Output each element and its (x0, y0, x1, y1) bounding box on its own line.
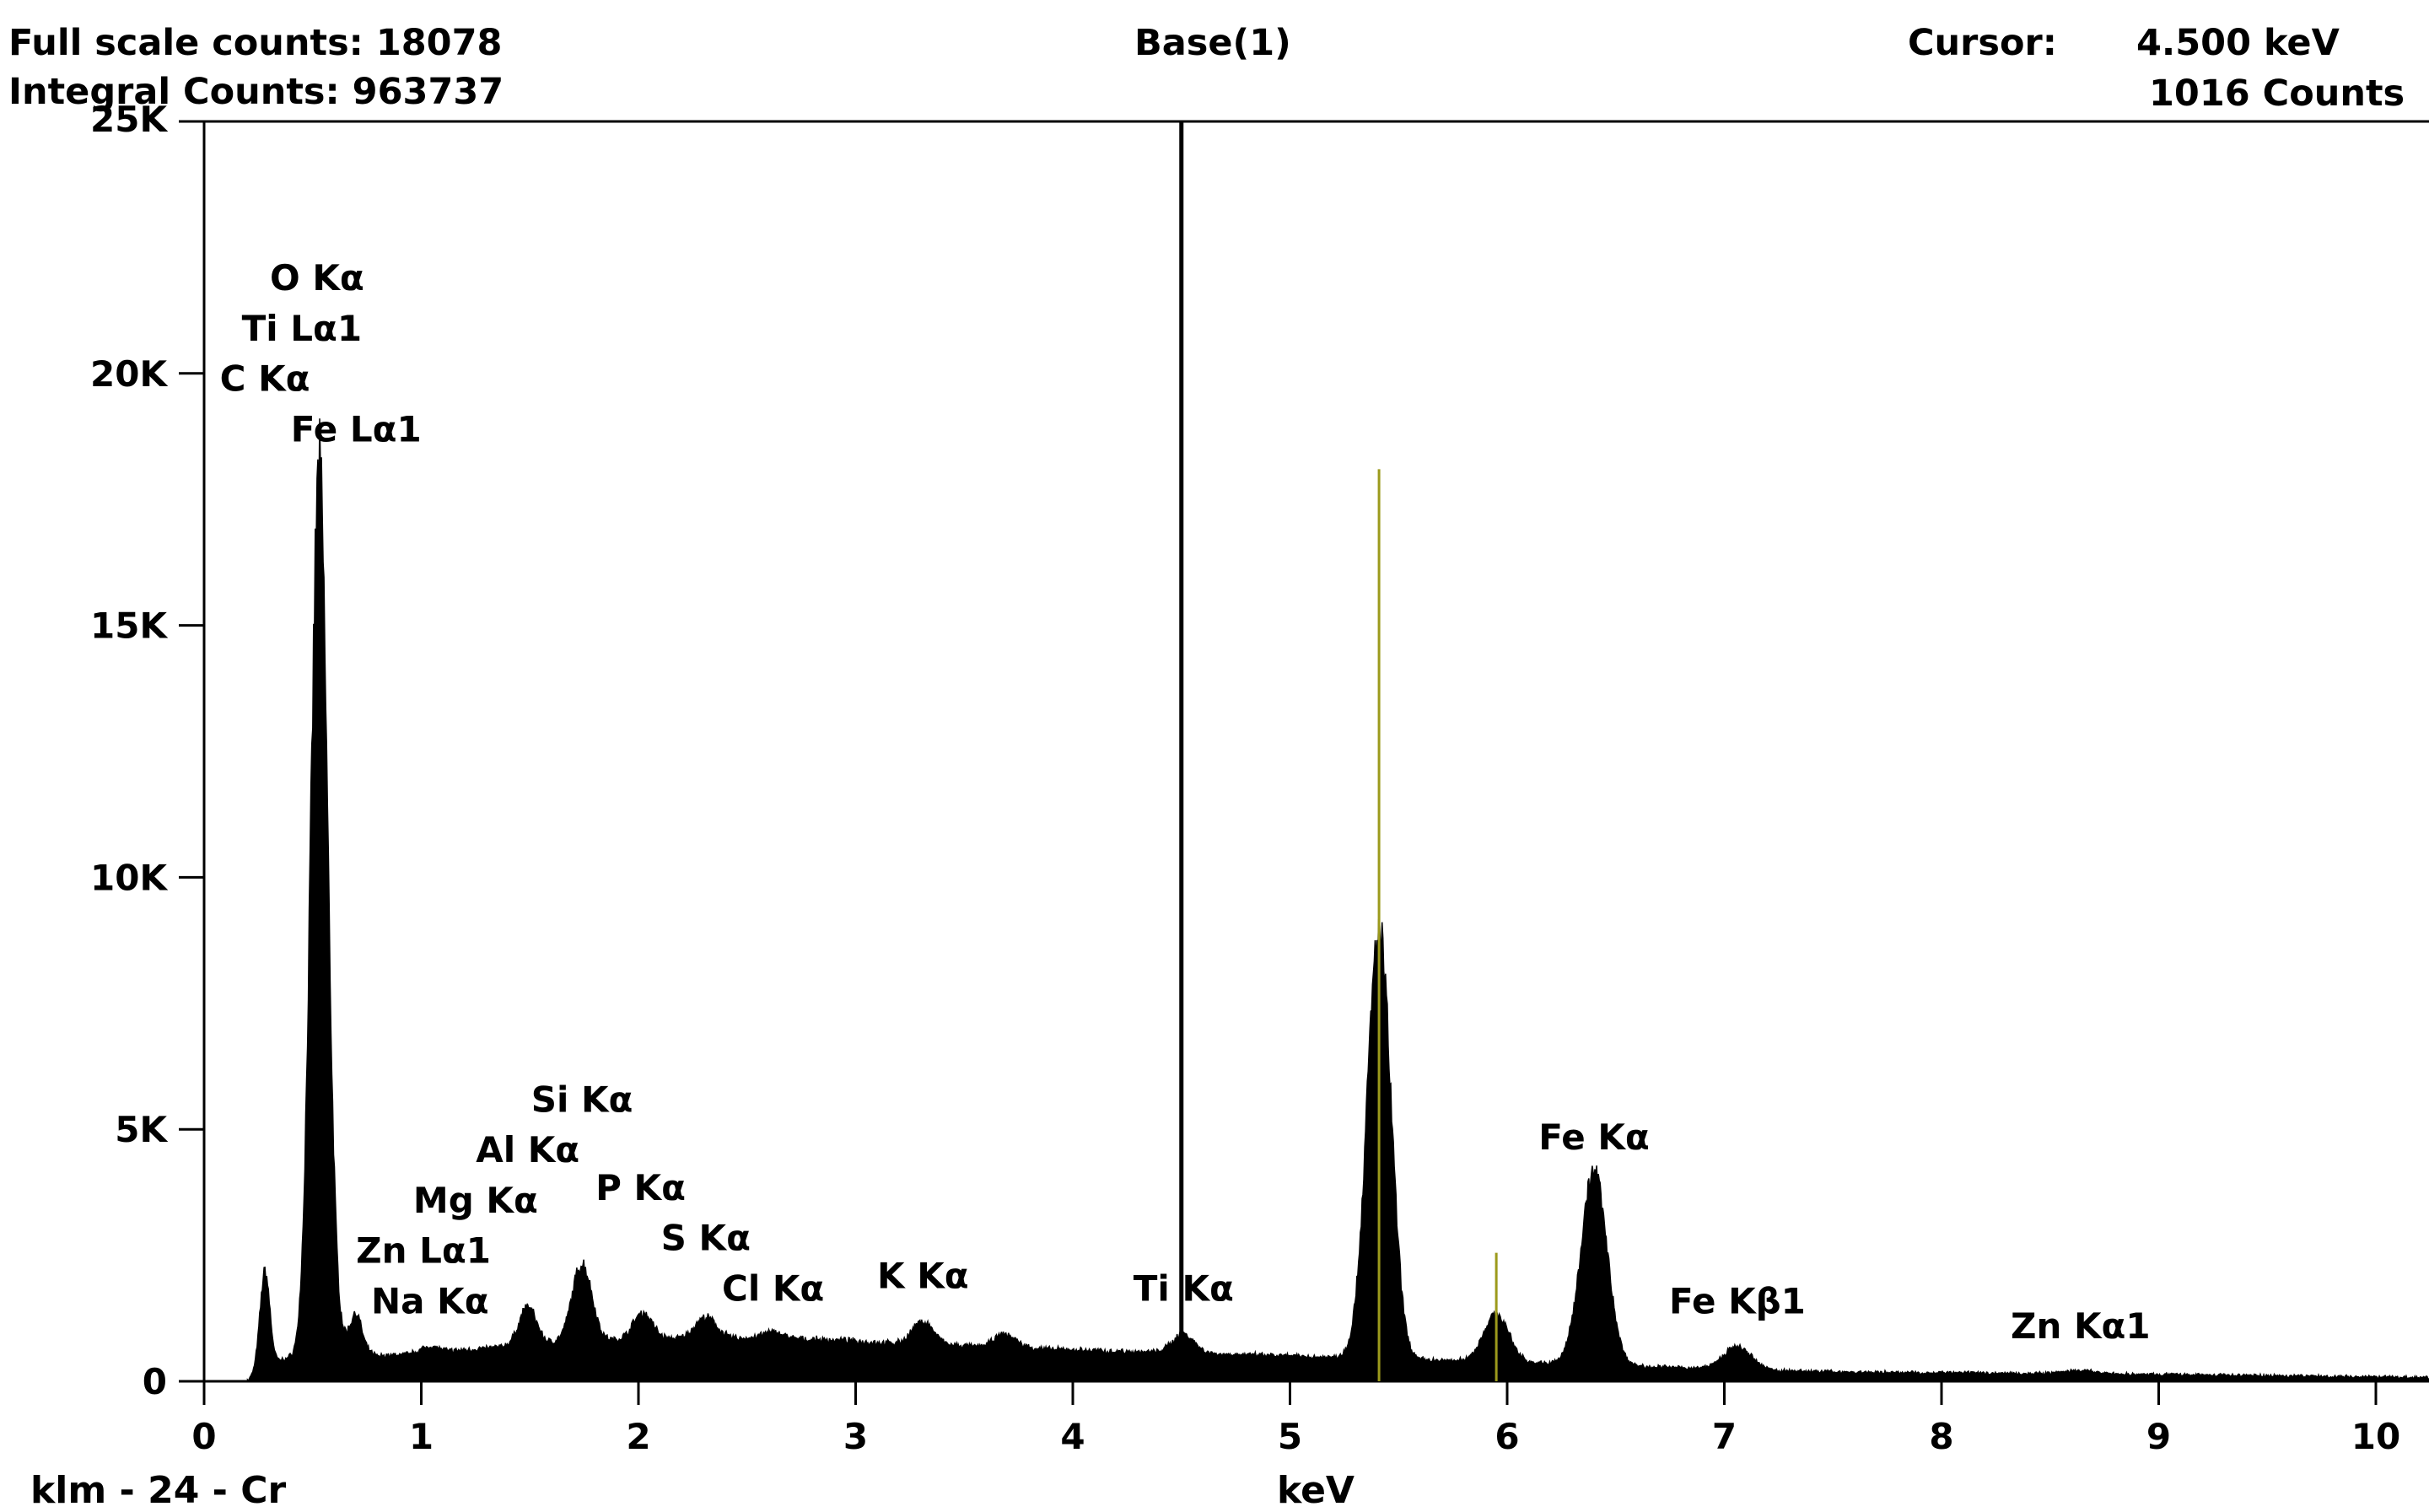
spectrum-title: Base(1) (1134, 22, 1291, 64)
peak-markers (1377, 469, 1498, 1381)
cursor-label: Cursor: (1908, 22, 2057, 64)
peak-label: Zn Kα1 (2011, 1305, 2151, 1347)
peak-label: Al Kα (476, 1129, 579, 1170)
full-scale-counts: Full scale counts: 18078 (8, 22, 503, 64)
y-tick-label: 15K (90, 605, 168, 647)
cursor-kev: 4.500 keV (2136, 22, 2340, 64)
peak-label: Fe Lα1 (291, 408, 422, 449)
peak-label: Na Kα (371, 1280, 489, 1321)
x-tick-label: 5 (1278, 1416, 1302, 1457)
x-axis-label: keV (1277, 1469, 1355, 1512)
peak-label: Ti Lα1 (242, 308, 363, 349)
x-tick-label: 8 (1929, 1416, 1953, 1457)
peak-label: Ti Kα (1134, 1267, 1234, 1309)
integral-counts: Integral Counts: 963737 (8, 71, 504, 113)
peak-label: O Kα (270, 257, 364, 299)
y-tick-label: 20K (90, 353, 168, 395)
x-tick-label: 3 (843, 1416, 868, 1457)
x-tick-label: 6 (1495, 1416, 1519, 1457)
x-tick-label: 10 (2351, 1416, 2400, 1457)
spectrum-area (246, 418, 2429, 1383)
peak-label: C Kα (220, 358, 310, 400)
x-tick-label: 7 (1712, 1416, 1737, 1457)
peak-label: P Kα (595, 1167, 686, 1208)
y-tick-label: 25K (90, 99, 168, 140)
cursor-counts: 1016 Counts (2149, 73, 2405, 115)
peak-labels: O Kα Ti Lα1 C Kα Fe Lα1 Si Kα Al Kα Mg Kα P Kα Z… (220, 257, 2151, 1347)
peak-label: Mg Kα (413, 1180, 538, 1221)
y-tick-label: 0 (143, 1361, 167, 1402)
peak-label: Si Kα (531, 1079, 633, 1120)
x-tick-label: 9 (2146, 1416, 2171, 1457)
peak-label: Cl Kα (722, 1267, 824, 1309)
y-tick-label: 10K (90, 857, 168, 898)
x-tick-label: 1 (409, 1416, 434, 1457)
sample-name: klm - 24 - Cr (30, 1469, 287, 1512)
peak-label: S Kα (661, 1218, 751, 1259)
peak-label: Zn Lα1 (356, 1230, 491, 1272)
y-tick-label: 5K (115, 1109, 168, 1150)
peak-label: K Kα (877, 1255, 969, 1296)
peak-label: Fe Kβ1 (1669, 1280, 1806, 1321)
peak-label: Fe Kα (1538, 1117, 1650, 1158)
x-tick-label: 0 (191, 1416, 216, 1457)
x-tick-label: 4 (1060, 1416, 1085, 1457)
x-tick-label: 2 (626, 1416, 650, 1457)
